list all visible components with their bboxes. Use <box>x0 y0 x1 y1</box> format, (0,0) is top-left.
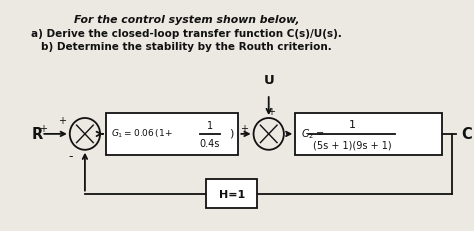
Text: U: U <box>264 74 274 87</box>
Text: +: + <box>240 123 248 133</box>
Bar <box>206 179 257 209</box>
Text: H=1: H=1 <box>219 189 245 199</box>
Text: For the control system shown below,: For the control system shown below, <box>73 15 299 24</box>
Text: 1: 1 <box>348 119 356 129</box>
Text: +: + <box>39 123 47 133</box>
Bar <box>295 113 442 155</box>
Text: ): ) <box>228 128 233 138</box>
Text: R: R <box>32 127 43 142</box>
Text: 0.4s: 0.4s <box>200 138 220 148</box>
Text: $G_2{=}$: $G_2{=}$ <box>301 126 324 140</box>
Bar <box>106 113 238 155</box>
Text: -: - <box>68 150 73 163</box>
Text: 1: 1 <box>207 120 213 130</box>
Text: +: + <box>266 106 274 116</box>
Text: b) Determine the stability by the Routh criterion.: b) Determine the stability by the Routh … <box>41 42 332 52</box>
Text: C: C <box>461 127 472 142</box>
Text: $G_1{=}0.06\,(1{+}$: $G_1{=}0.06\,(1{+}$ <box>110 127 172 140</box>
Text: (5s + 1)(9s + 1): (5s + 1)(9s + 1) <box>313 140 392 150</box>
Text: +: + <box>58 116 66 125</box>
Text: a) Derive the closed-loop transfer function C(s)/U(s).: a) Derive the closed-loop transfer funct… <box>31 28 342 38</box>
